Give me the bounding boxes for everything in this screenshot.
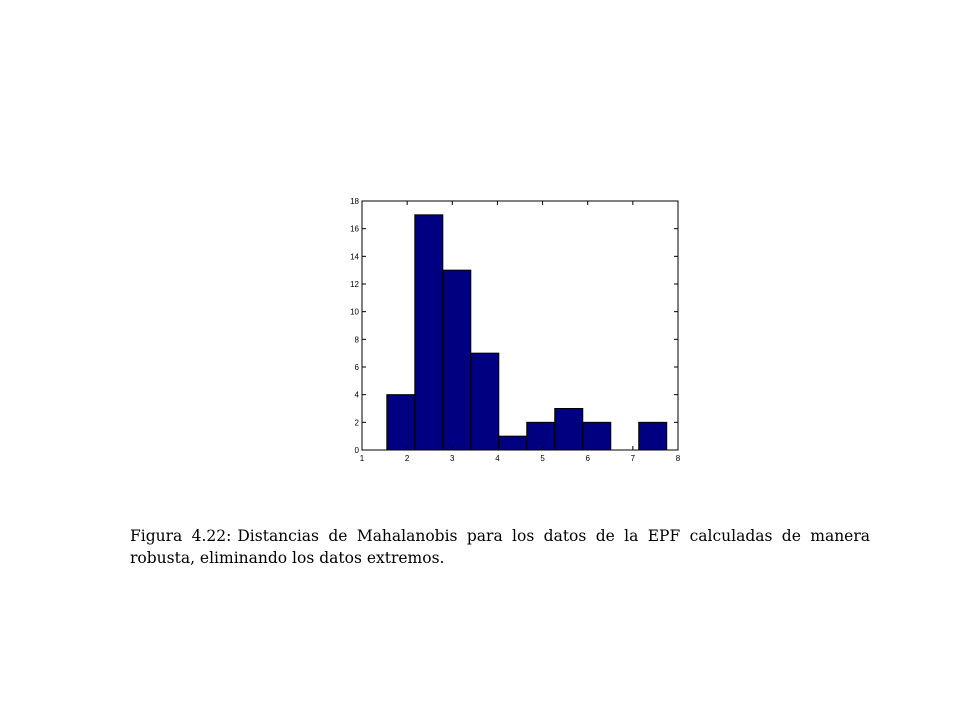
y-tick-label: 18 — [350, 197, 359, 206]
plot-frame — [361, 200, 679, 451]
y-tick-label: 6 — [355, 363, 360, 372]
y-tick-label: 8 — [355, 335, 360, 344]
histogram-bar-8 — [582, 421, 612, 451]
y-tick-label: 10 — [350, 308, 359, 317]
x-tick-label: 2 — [405, 454, 410, 463]
x-tick-label: 5 — [540, 454, 545, 463]
x-tick-label: 7 — [631, 454, 636, 463]
y-tick-label: 2 — [355, 418, 360, 427]
histogram-bar-5 — [498, 435, 528, 451]
y-tick-label: 12 — [350, 280, 359, 289]
histogram-bar-10 — [638, 421, 668, 451]
bars-layer — [386, 214, 668, 451]
y-tick-label: 14 — [350, 252, 359, 261]
y-tick-label: 0 — [355, 446, 360, 455]
histogram-bar-2 — [414, 214, 444, 451]
histogram-bar-7 — [554, 408, 584, 451]
histogram-bar-6 — [526, 421, 556, 451]
histogram-bar-1 — [386, 394, 416, 451]
x-tick-label: 1 — [360, 454, 365, 463]
x-tick-label: 8 — [676, 454, 681, 463]
x-tick-label: 3 — [450, 454, 455, 463]
caption-text: Distancias de Mahalanobis para los datos… — [130, 527, 870, 567]
y-tick-label: 16 — [350, 225, 359, 234]
x-tick-label: 6 — [585, 454, 590, 463]
caption-label: Figura 4.22: — [130, 527, 232, 545]
x-tick-label: 4 — [495, 454, 500, 463]
y-tick-label: 4 — [355, 391, 360, 400]
figure-caption: Figura 4.22: Distancias de Mahalanobis pa… — [130, 525, 870, 569]
histogram-bar-3 — [442, 269, 472, 451]
histogram-bar-4 — [470, 352, 500, 451]
